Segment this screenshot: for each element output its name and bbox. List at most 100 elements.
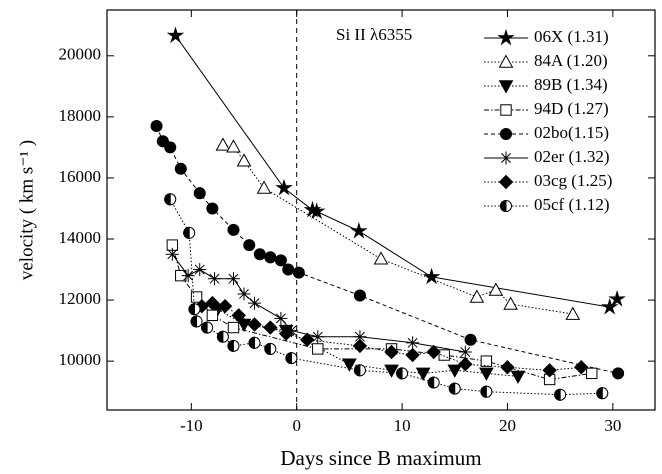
marker [237, 287, 251, 301]
marker [350, 221, 368, 239]
marker [193, 187, 206, 200]
marker [600, 297, 619, 315]
marker [469, 289, 485, 303]
plot-frame [106, 9, 656, 411]
legend-label: 06X (1.31) [534, 27, 609, 46]
legend-label: 89B (1.34) [534, 75, 608, 94]
marker [612, 367, 625, 380]
marker [312, 343, 324, 355]
marker [574, 360, 589, 375]
legend-marker [499, 127, 513, 141]
legend-marker [498, 80, 514, 94]
marker [205, 295, 220, 311]
marker [422, 267, 441, 285]
marker [243, 239, 256, 252]
x-axis-label: Days since B maximum [280, 446, 481, 470]
legend-marker [498, 174, 514, 190]
marker [542, 363, 557, 378]
marker [206, 202, 219, 215]
marker [405, 347, 420, 363]
marker [227, 339, 240, 352]
legend-label: 84A (1.20) [534, 51, 608, 70]
marker [215, 137, 231, 151]
marker [488, 282, 504, 296]
marker [426, 344, 441, 360]
y-tick-label: 12000 [59, 289, 102, 308]
marker [248, 336, 261, 349]
marker [206, 309, 219, 322]
marker [193, 263, 207, 277]
annotation: Si II λ6355 [336, 25, 412, 44]
marker [274, 311, 288, 325]
marker [263, 320, 278, 335]
marker [448, 382, 461, 395]
marker [247, 317, 262, 332]
marker [415, 367, 431, 381]
marker [300, 332, 315, 347]
marker [217, 298, 233, 314]
marker [311, 330, 325, 344]
marker [586, 367, 598, 380]
marker [384, 344, 399, 360]
marker [226, 139, 241, 153]
marker [353, 364, 366, 377]
marker [248, 296, 262, 310]
marker [458, 356, 473, 372]
marker [503, 296, 518, 310]
marker [500, 360, 515, 375]
legend-label: 02er (1.32) [534, 147, 610, 166]
marker [479, 367, 494, 381]
legend-label: 02bo(1.15) [534, 123, 609, 142]
marker [480, 385, 493, 398]
marker [264, 342, 277, 355]
marker [554, 388, 567, 401]
marker [165, 247, 179, 261]
marker [342, 358, 357, 372]
marker [188, 303, 201, 316]
marker [427, 376, 440, 389]
y-tick-label: 16000 [59, 167, 102, 186]
marker [447, 364, 463, 378]
y-tick-label: 20000 [59, 45, 102, 64]
legend-marker [497, 28, 515, 46]
y-axis-label: velocity ( km s⁻¹ ) [16, 140, 37, 280]
x-tick-label: 10 [394, 416, 411, 435]
marker [227, 223, 240, 236]
x-tick-label: 0 [292, 416, 301, 435]
x-tick-label: 30 [604, 416, 621, 435]
marker [236, 318, 252, 333]
legend-label: 05cf (1.12) [534, 195, 610, 214]
marker [396, 367, 409, 380]
marker [190, 315, 203, 328]
marker [292, 266, 305, 279]
series-line [175, 35, 618, 308]
marker [353, 330, 367, 344]
x-tick-label: 20 [499, 416, 516, 435]
marker [256, 180, 272, 194]
legend-marker [500, 104, 512, 116]
x-tick-label: -10 [180, 416, 203, 435]
marker [373, 251, 389, 265]
marker [226, 272, 240, 286]
y-tick-label: 18000 [59, 106, 102, 125]
series-line [201, 302, 582, 371]
y-tick-label: 14000 [59, 228, 102, 247]
legend-marker [499, 151, 513, 165]
marker [352, 338, 368, 354]
marker [164, 141, 177, 154]
marker [438, 349, 450, 361]
marker [264, 251, 277, 264]
marker [565, 306, 581, 320]
marker [150, 120, 163, 133]
marker [190, 291, 203, 303]
marker [164, 193, 177, 206]
legend: 06X (1.31) 84A (1.20) 89B (1.34) 94D (1.27)… [484, 27, 612, 214]
legend-marker [498, 54, 514, 68]
marker [458, 345, 472, 359]
marker [278, 326, 294, 341]
y-tick-label: 10000 [59, 350, 102, 369]
marker [596, 387, 609, 400]
series-line [156, 125, 619, 374]
marker [510, 370, 526, 384]
